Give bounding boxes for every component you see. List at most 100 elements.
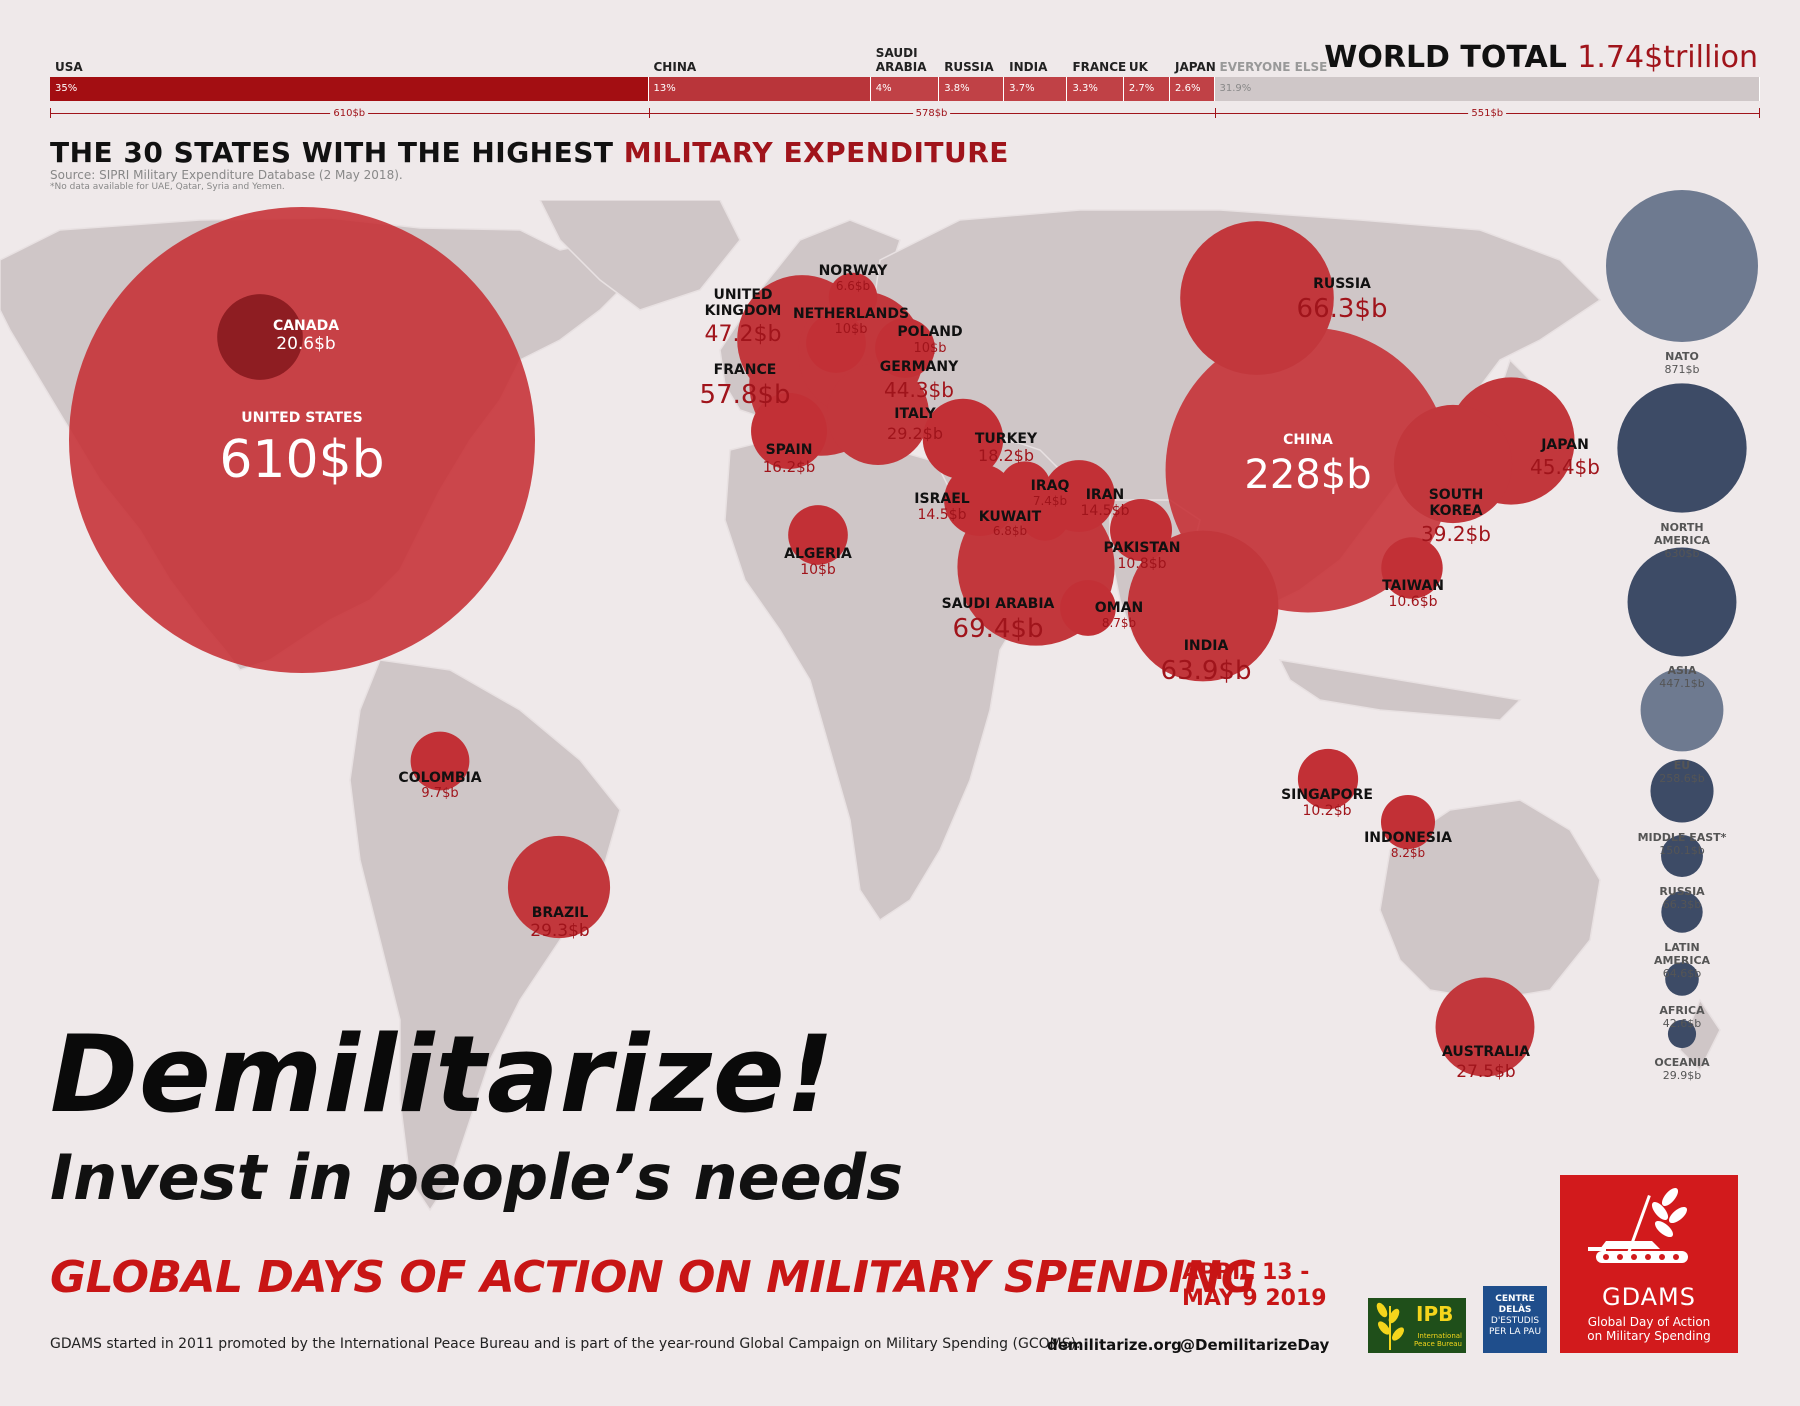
- share-segment-percent: 31.9%: [1219, 83, 1252, 94]
- country-bubble: [828, 272, 878, 322]
- campaign-title: GLOBAL DAYS OF ACTION ON MILITARY SPENDI…: [50, 1252, 1257, 1303]
- country-value-label: 18.2$b: [978, 446, 1034, 465]
- share-segment-percent: 2.7%: [1128, 83, 1155, 94]
- region-value-label: 64.6$b: [1662, 966, 1702, 980]
- indonesia-landmass: [1278, 659, 1522, 721]
- country-name-label: FRANCE: [713, 362, 777, 378]
- country-name-label: SAUDI ARABIA: [941, 596, 1055, 612]
- tank-olive-branch-icon: [1588, 1187, 1688, 1263]
- region-name-label: LATIN AMERICA: [1653, 940, 1711, 967]
- ipb-subtitle: International Peace Bureau: [1408, 1332, 1462, 1348]
- country-name-label: KUWAIT: [978, 509, 1042, 525]
- share-segment-percent: 13%: [653, 83, 676, 94]
- country-bubble: [806, 313, 866, 373]
- share-segment: [1214, 77, 1760, 101]
- share-segment: [648, 77, 871, 101]
- country-value-label: 57.8$b: [699, 380, 791, 410]
- bracket-tick: [1759, 108, 1760, 118]
- country-value-label: 228$b: [1244, 452, 1372, 498]
- region-name-label: NORTH AMERICA: [1653, 520, 1711, 547]
- country-name-label: ITALY: [894, 406, 936, 422]
- region-name-label: OCEANIA: [1654, 1056, 1710, 1070]
- campaign-dates: APRIL 13 - MAY 9 2019: [1182, 1260, 1327, 1312]
- bracket-label: 610$b: [330, 108, 369, 119]
- country-name-label: AUSTRALIA: [1442, 1044, 1530, 1060]
- footer-url[interactable]: demilitarize.org: [1047, 1336, 1182, 1354]
- country-name-label: TURKEY: [974, 431, 1038, 447]
- country-value-label: 10.8$b: [1117, 556, 1167, 572]
- region-name-label: MIDDLE EAST*: [1637, 830, 1727, 844]
- region-bubble: [1650, 759, 1714, 823]
- ipb-logo: IPB International Peace Bureau: [1368, 1298, 1466, 1353]
- country-bubble: [1020, 491, 1070, 541]
- country-bubble: [217, 294, 303, 380]
- country-value-label: 69.4$b: [952, 614, 1044, 644]
- country-bubble: [788, 505, 848, 565]
- country-bubble: [69, 207, 535, 673]
- australia-landmass: [1379, 799, 1601, 1001]
- gdams-desc-1: Global Day of Action: [1587, 1315, 1711, 1329]
- country-bubble: [410, 731, 470, 791]
- country-bubble: [1127, 530, 1279, 682]
- delas-line-3: PER LA PAU: [1488, 1327, 1542, 1337]
- share-segment: [1123, 77, 1171, 101]
- gdams-description: Global Day of Action on Military Spending: [1560, 1315, 1738, 1343]
- country-bubble: [751, 393, 827, 469]
- region-name-label: ASIA: [1667, 664, 1697, 678]
- region-name-label: AFRICA: [1659, 1003, 1705, 1017]
- region-value-label: 150.1$b: [1659, 843, 1705, 857]
- region-value-label: 258.6$b: [1659, 772, 1705, 786]
- country-name-label: INDONESIA: [1364, 830, 1452, 846]
- country-name-label: UNITED KINGDOM: [704, 287, 782, 319]
- country-value-label: 39.2$b: [1421, 522, 1491, 546]
- country-value-label: 20.6$b: [276, 334, 336, 354]
- delas-line-2: D'ESTUDIS: [1490, 1316, 1540, 1326]
- country-bubble: [827, 363, 929, 465]
- country-bubble: [1297, 748, 1359, 810]
- olive-branch-icon: [1376, 1302, 1404, 1350]
- share-segment: [1170, 77, 1215, 101]
- delas-line-1: CENTRE DELÀS: [1495, 1294, 1535, 1315]
- country-value-label: 66.3$b: [1296, 294, 1388, 324]
- region-bubble: [1665, 962, 1699, 996]
- share-segment-label: SAUDI ARABIA: [875, 46, 927, 74]
- centre-delas-logo: CENTRE DELÀS D'ESTUDIS PER LA PAU: [1483, 1286, 1547, 1353]
- region-bubble: [1606, 190, 1758, 342]
- gdams-desc-2: on Military Spending: [1587, 1329, 1711, 1343]
- share-segment: [870, 77, 940, 101]
- share-segment-label: JAPAN: [1175, 60, 1216, 74]
- share-segment-percent: 4%: [875, 83, 892, 94]
- country-name-label: TAIWAN: [1382, 578, 1444, 594]
- country-name-label: SINGAPORE: [1281, 787, 1373, 803]
- country-name-label: IRAQ: [1030, 478, 1070, 494]
- country-value-label: 6.8$b: [992, 524, 1028, 538]
- country-name-label: CHINA: [1283, 432, 1333, 448]
- country-name-label: INDIA: [1183, 638, 1229, 654]
- share-segment-percent: 3.3%: [1072, 83, 1098, 94]
- country-bubble: [507, 835, 611, 939]
- country-name-label: ALGERIA: [784, 546, 852, 562]
- country-name-label: ISRAEL: [914, 491, 970, 507]
- country-value-label: 16.2$b: [762, 458, 816, 476]
- footer-twitter[interactable]: @DemilitarizeDay: [1180, 1336, 1330, 1354]
- share-segment-label: USA: [55, 60, 83, 74]
- country-value-label: 14.5$b: [1080, 503, 1130, 519]
- share-segment: [939, 77, 1005, 101]
- region-value-label: 447.1$b: [1659, 677, 1705, 691]
- share-segment-percent: 3.7%: [1009, 83, 1035, 94]
- country-name-label: UNITED STATES: [241, 410, 363, 426]
- chart-title: THE 30 STATES WITH THE HIGHEST MILITARY …: [50, 136, 1009, 169]
- region-name-label: RUSSIA: [1659, 884, 1705, 898]
- region-bubble: [1661, 891, 1703, 933]
- country-bubble: [922, 398, 1004, 480]
- country-value-label: 27.5$b: [1456, 1062, 1516, 1082]
- bracket-tick: [1214, 108, 1216, 118]
- bracket-label: 551$b: [1468, 108, 1507, 119]
- region-name-label: EU: [1673, 759, 1691, 773]
- share-segment: [1067, 77, 1124, 101]
- country-bubble: [944, 464, 1016, 536]
- region-value-label: 630$b: [1664, 546, 1700, 560]
- share-segment-percent: 35%: [55, 83, 78, 94]
- country-name-label: PAKISTAN: [1103, 540, 1181, 556]
